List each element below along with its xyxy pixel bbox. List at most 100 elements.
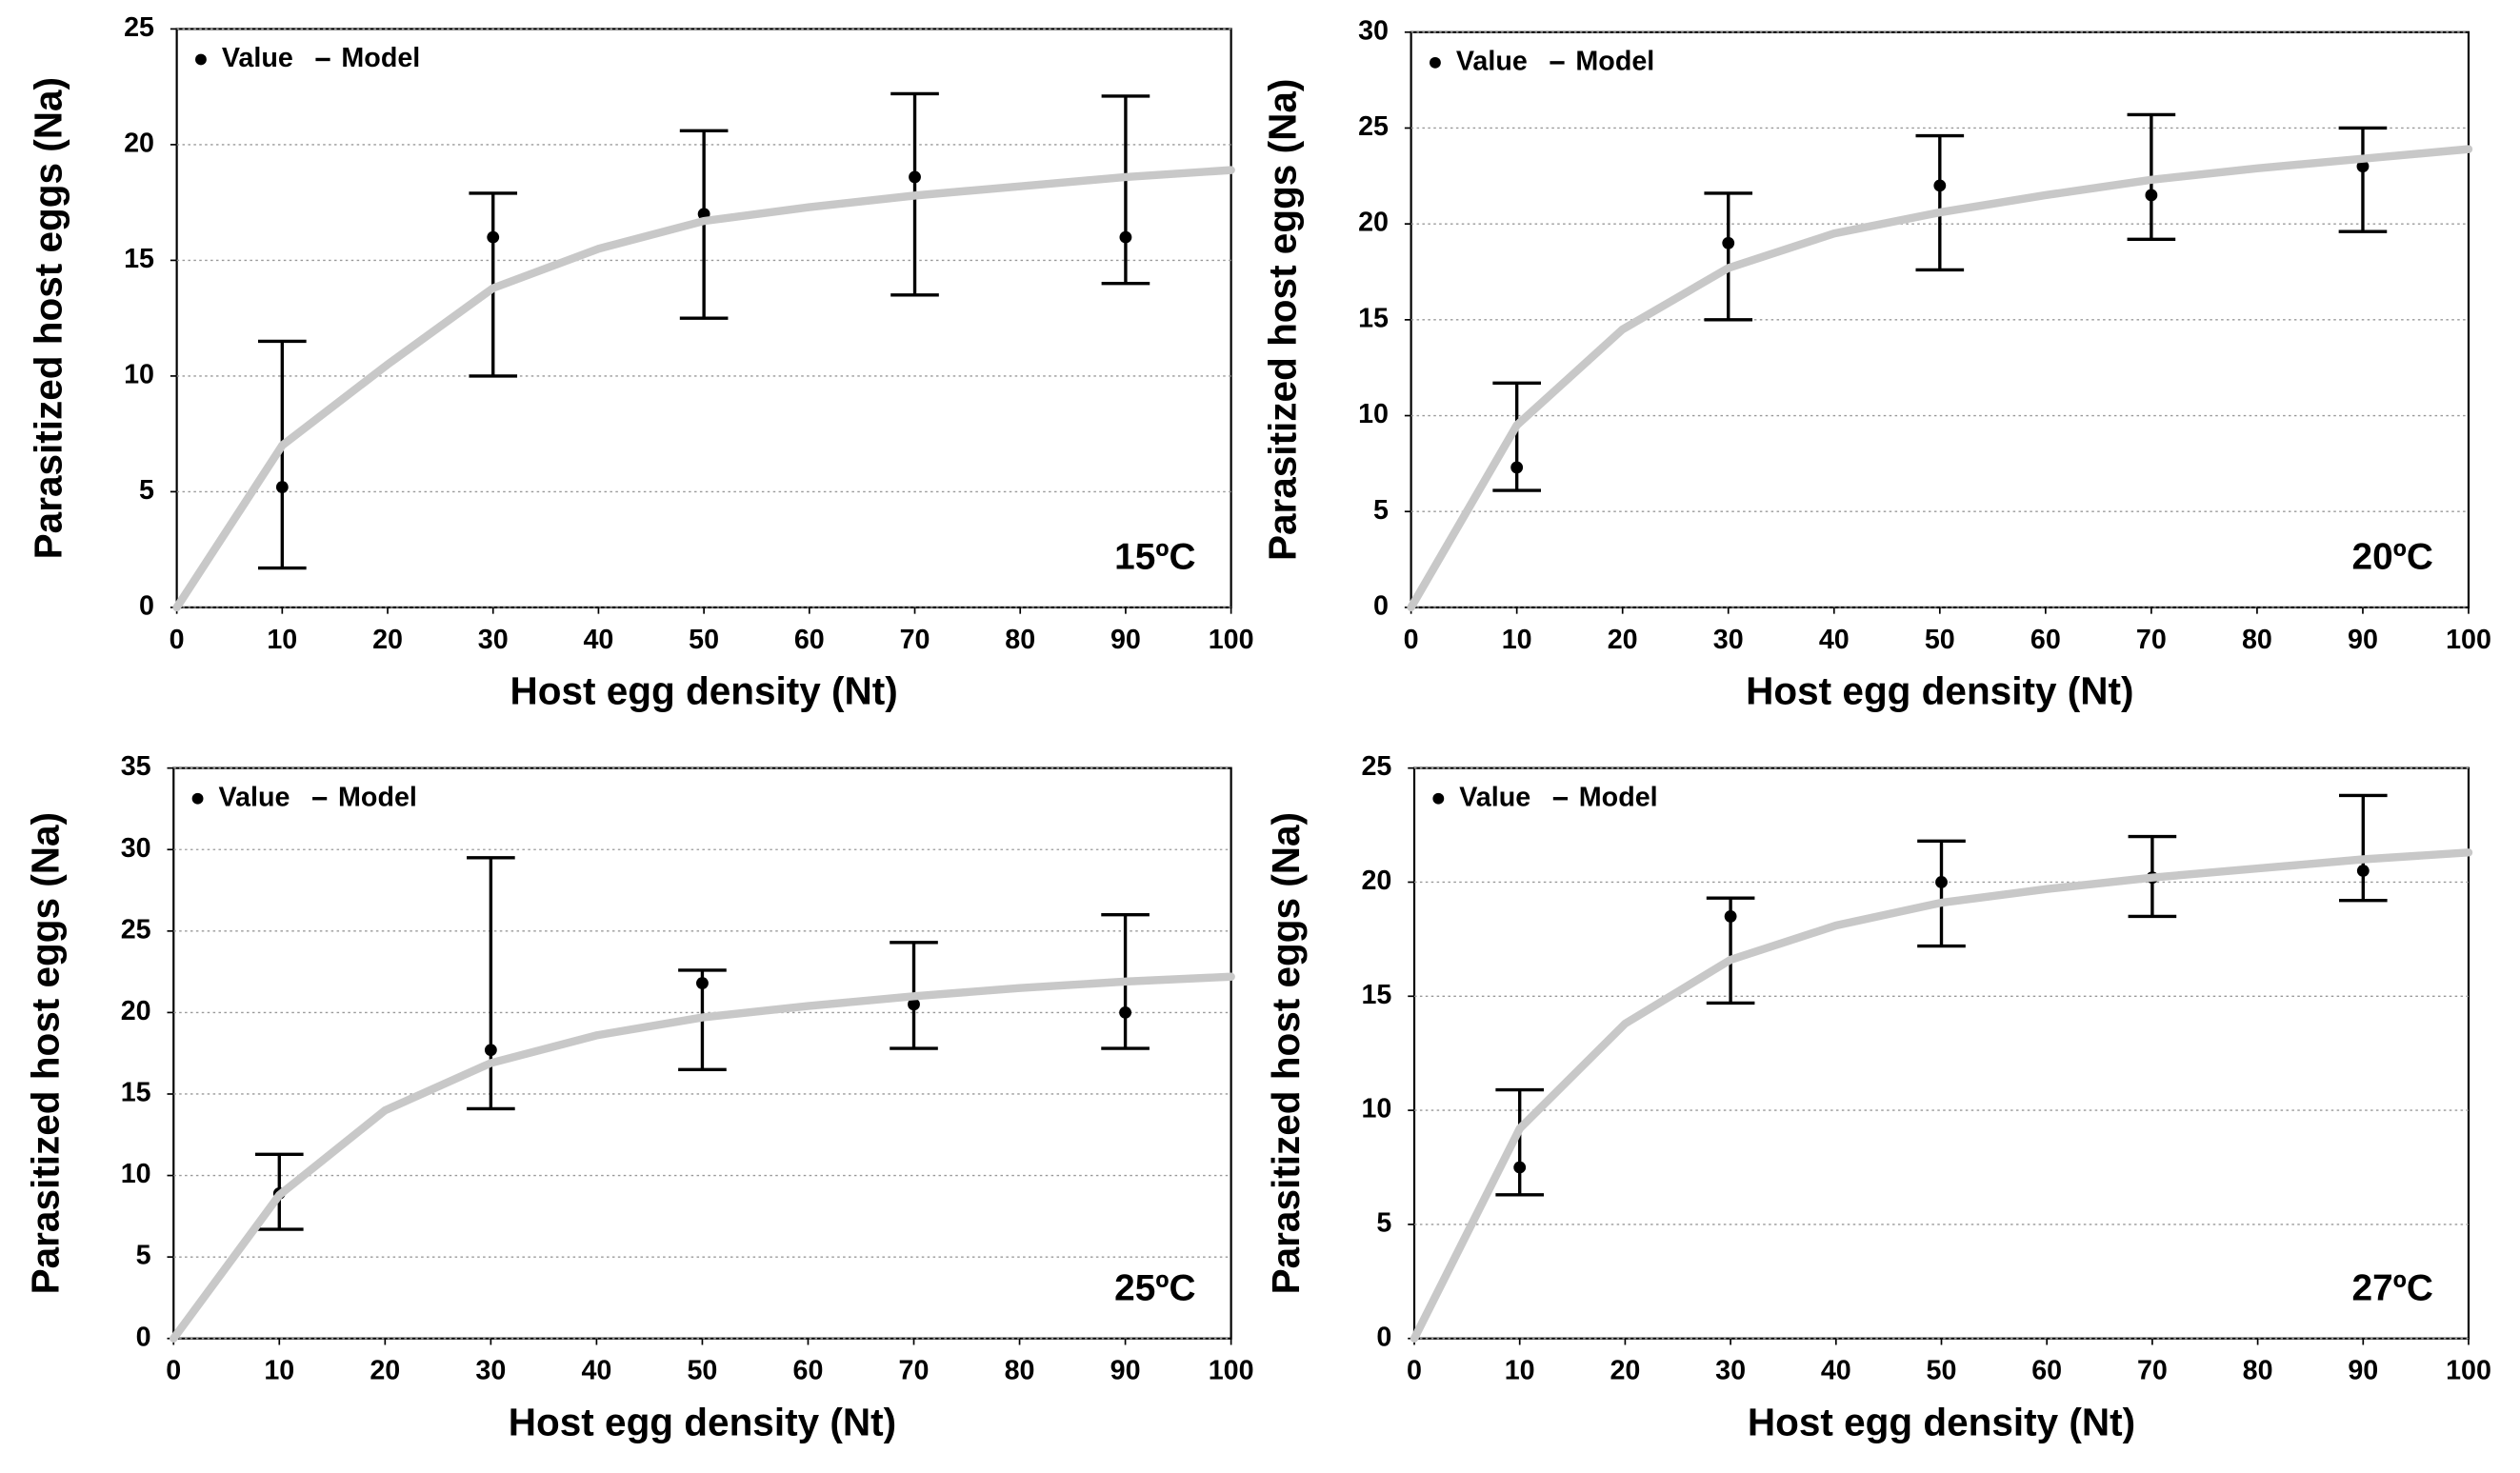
y-tick-label: 10 xyxy=(124,359,154,389)
y-tick-label: 10 xyxy=(1358,399,1389,429)
x-tick-label: 80 xyxy=(2242,625,2272,655)
data-point xyxy=(1722,236,1735,249)
x-tick-label: 80 xyxy=(2243,1356,2273,1386)
y-tick-label: 35 xyxy=(121,751,151,782)
x-tick-label: 0 xyxy=(1407,1356,1422,1386)
data-point xyxy=(1513,1161,1527,1174)
x-tick-label: 80 xyxy=(1005,1356,1035,1386)
legend-label: Value xyxy=(1456,46,1528,76)
data-point xyxy=(1933,179,1947,192)
y-tick-label: 10 xyxy=(121,1159,151,1189)
x-tick-label: 10 xyxy=(264,1356,294,1386)
x-tick-label: 40 xyxy=(583,625,613,655)
annotation: 15ºC xyxy=(1114,537,1195,578)
y-tick-label: 0 xyxy=(1376,1322,1391,1352)
legend-label: Value xyxy=(1459,782,1530,812)
x-tick-label: 30 xyxy=(1715,1356,1746,1386)
data-point xyxy=(1119,1005,1131,1019)
data-point xyxy=(484,1044,497,1057)
model-line xyxy=(1407,145,2473,612)
x-tick-label: 70 xyxy=(2136,625,2167,655)
data-point xyxy=(2145,189,2158,202)
error-bar xyxy=(1495,1087,1545,1197)
x-tick-label: 0 xyxy=(1404,625,1419,655)
x-tick-label: 20 xyxy=(372,625,403,655)
error-bar xyxy=(1704,191,1753,322)
x-tick-label: 10 xyxy=(1505,1356,1535,1386)
legend-marker xyxy=(191,792,204,805)
y-tick-label: 5 xyxy=(1373,495,1389,526)
y-tick-label: 25 xyxy=(1358,111,1389,142)
y-tick-label: 15 xyxy=(1358,303,1389,333)
panel: 0 5 10 15 20 25 30 35 0 10 20 30 40 50 60 70 80 90 100 Host… xyxy=(23,751,1253,1443)
annotation: 25ºC xyxy=(1114,1267,1195,1308)
error-bar xyxy=(1915,133,1965,272)
y-tick-label: 15 xyxy=(1361,980,1391,1010)
y-axis-label: Parasitized host eggs (Na) xyxy=(23,812,67,1294)
x-tick-label: 20 xyxy=(370,1356,400,1386)
x-tick-label: 90 xyxy=(1110,1356,1141,1386)
x-tick-label: 90 xyxy=(2348,1356,2378,1386)
y-tick-label: 25 xyxy=(121,914,151,945)
x-tick-label: 60 xyxy=(2031,1356,2062,1386)
y-axis-label: Parasitized host eggs (Na) xyxy=(1261,79,1305,561)
data-point xyxy=(487,230,500,244)
model-line xyxy=(170,972,1235,1343)
y-tick-label: 0 xyxy=(139,590,154,621)
annotation: 20ºC xyxy=(2352,537,2433,578)
data-point xyxy=(2356,160,2370,173)
y-tick-label: 5 xyxy=(1376,1207,1391,1238)
data-point xyxy=(1935,876,1948,888)
y-tick-label: 10 xyxy=(1361,1094,1391,1125)
x-axis-label: Host egg density (Nt) xyxy=(1748,1401,2135,1444)
y-tick-label: 20 xyxy=(1358,208,1389,238)
x-tick-label: 60 xyxy=(794,625,825,655)
data-point xyxy=(1510,461,1524,474)
legend-marker xyxy=(195,53,207,66)
x-axis-label: Host egg density (Nt) xyxy=(510,669,897,713)
x-tick-label: 20 xyxy=(1608,625,1638,655)
x-tick-label: 0 xyxy=(166,1356,181,1386)
x-tick-label: 100 xyxy=(2446,1356,2491,1386)
x-tick-label: 0 xyxy=(170,625,185,655)
x-tick-label: 90 xyxy=(2348,625,2378,655)
x-tick-label: 60 xyxy=(2030,625,2061,655)
error-bar xyxy=(2338,793,2388,903)
error-bar xyxy=(1917,839,1966,948)
x-tick-label: 50 xyxy=(689,625,719,655)
x-tick-label: 50 xyxy=(1927,1356,1957,1386)
legend-label: Value xyxy=(219,782,290,812)
data-point xyxy=(275,481,289,493)
y-tick-label: 15 xyxy=(124,244,154,274)
legend-label: Model xyxy=(1579,782,1658,812)
model-line xyxy=(172,166,1235,612)
y-axis-label: Parasitized host eggs (Na) xyxy=(27,77,70,559)
x-tick-label: 30 xyxy=(1713,625,1744,655)
y-tick-label: 20 xyxy=(124,128,154,158)
legend-label: Value xyxy=(222,43,293,73)
x-tick-label: 20 xyxy=(1610,1356,1640,1386)
x-tick-label: 10 xyxy=(1502,625,1532,655)
y-axis-label: Parasitized host eggs (Na) xyxy=(1264,812,1308,1294)
x-tick-label: 70 xyxy=(899,1356,930,1386)
x-tick-label: 40 xyxy=(581,1356,611,1386)
x-tick-label: 50 xyxy=(687,1356,717,1386)
y-tick-label: 20 xyxy=(121,996,151,1026)
y-tick-label: 25 xyxy=(1361,751,1391,782)
y-tick-label: 0 xyxy=(136,1322,151,1352)
x-tick-label: 70 xyxy=(2137,1356,2168,1386)
panel: 0 5 10 15 20 25 30 0 10 20 30 40 50 60 70 80 90 100 Host e… xyxy=(1261,15,2491,712)
legend-label: Model xyxy=(341,43,420,73)
data-point xyxy=(908,998,920,1011)
error-bar xyxy=(1492,381,1541,492)
data-point xyxy=(696,977,709,990)
legend-marker xyxy=(1432,792,1445,805)
y-tick-label: 15 xyxy=(121,1078,151,1108)
y-tick-label: 5 xyxy=(139,475,154,506)
data-point xyxy=(2356,865,2370,877)
panel: 0 5 10 15 20 25 0 10 20 30 40 50 60 70 80 90 100 Host egg… xyxy=(27,12,1254,713)
model-line xyxy=(1410,848,2473,1343)
data-point xyxy=(1724,910,1737,923)
